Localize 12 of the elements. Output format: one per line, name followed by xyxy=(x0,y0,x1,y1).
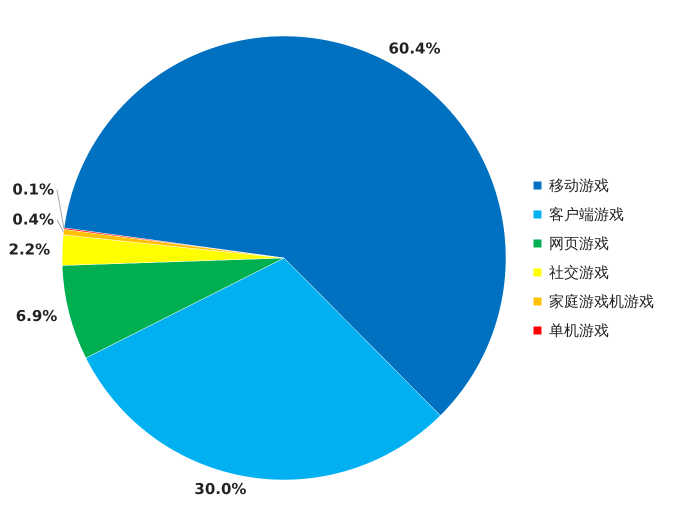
data-label: 0.4% xyxy=(12,210,54,229)
legend-label: 网页游戏 xyxy=(549,234,609,252)
data-label: 6.9% xyxy=(16,306,58,325)
legend-label: 家庭游戏机游戏 xyxy=(549,292,654,310)
legend-label: 社交游戏 xyxy=(549,264,609,282)
legend-label: 单机游戏 xyxy=(549,322,609,340)
legend-label: 移动游戏 xyxy=(549,176,609,194)
data-label: 2.2% xyxy=(8,240,50,259)
data-label: 60.4% xyxy=(388,40,440,58)
data-label: 0.1% xyxy=(12,180,54,199)
legend-label: 客户端游戏 xyxy=(549,206,624,224)
data-label: 30.0% xyxy=(194,480,246,498)
